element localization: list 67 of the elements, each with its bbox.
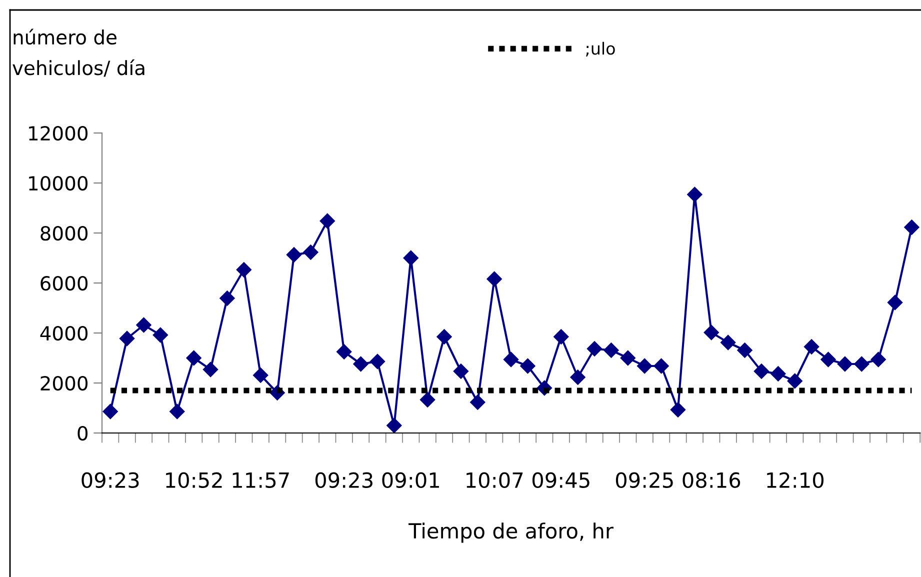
- x-tick-label: 10:07: [466, 472, 523, 488]
- point: [787, 373, 802, 389]
- x-tick-label: 10:52: [166, 472, 222, 488]
- point: [336, 344, 352, 360]
- point: [704, 324, 719, 340]
- point: [470, 394, 486, 410]
- x-tick-label: 09:45: [532, 472, 590, 488]
- point: [286, 247, 302, 262]
- point: [386, 418, 402, 434]
- x-tick-label: 12:10: [767, 472, 824, 488]
- point: [837, 356, 853, 372]
- y-tick-label: 4000: [40, 326, 88, 341]
- point: [486, 271, 502, 287]
- y-tick-label: 2000: [40, 376, 88, 391]
- point: [303, 244, 318, 260]
- point: [119, 330, 135, 346]
- point: [186, 350, 202, 366]
- x-tick-label: 09:23: [82, 472, 139, 488]
- x-tick-label: 09:01: [382, 472, 439, 488]
- point: [370, 354, 386, 370]
- point: [720, 334, 736, 350]
- y-tick-label: 8000: [40, 226, 88, 241]
- y-tick-label: 12000: [29, 126, 88, 141]
- point: [320, 213, 335, 229]
- point: [754, 364, 770, 379]
- point: [170, 404, 185, 420]
- x-tick-label: 11:57: [232, 472, 289, 488]
- point: [136, 317, 152, 333]
- point: [820, 352, 836, 368]
- point: [570, 370, 586, 385]
- point: [637, 358, 652, 374]
- point: [586, 341, 602, 356]
- point: [403, 250, 418, 266]
- point: [503, 352, 519, 368]
- point: [670, 402, 686, 418]
- point: [854, 356, 870, 372]
- point: [887, 294, 903, 310]
- point: [737, 342, 752, 358]
- x-axis-title: Tiempo de aforo, hr: [408, 522, 614, 543]
- point: [152, 327, 168, 343]
- point: [904, 220, 920, 235]
- point: [102, 404, 118, 420]
- point: [770, 366, 786, 382]
- x-tick-label: 08:16: [682, 472, 740, 488]
- x-tick-label: 09:23: [315, 472, 372, 488]
- y-axis-title: número de vehiculos/ día: [12, 28, 144, 77]
- point: [804, 339, 820, 354]
- y-tick-label: 10000: [29, 176, 88, 191]
- point: [353, 356, 368, 372]
- point: [253, 368, 268, 383]
- point: [202, 362, 218, 378]
- point: [436, 329, 452, 344]
- point: [870, 352, 886, 368]
- point: [554, 329, 569, 344]
- point: [654, 358, 669, 374]
- point: [420, 392, 436, 408]
- point: [687, 186, 702, 202]
- y-tick-label: 0: [78, 426, 88, 441]
- point: [220, 290, 235, 306]
- x-tick-label: 09:25: [616, 472, 673, 488]
- point: [520, 358, 536, 374]
- point: [620, 350, 636, 366]
- point: [236, 262, 252, 278]
- point: [453, 364, 469, 379]
- y-tick-label: 6000: [40, 276, 88, 291]
- text: ;ulo: [586, 42, 615, 56]
- point: [604, 342, 619, 358]
